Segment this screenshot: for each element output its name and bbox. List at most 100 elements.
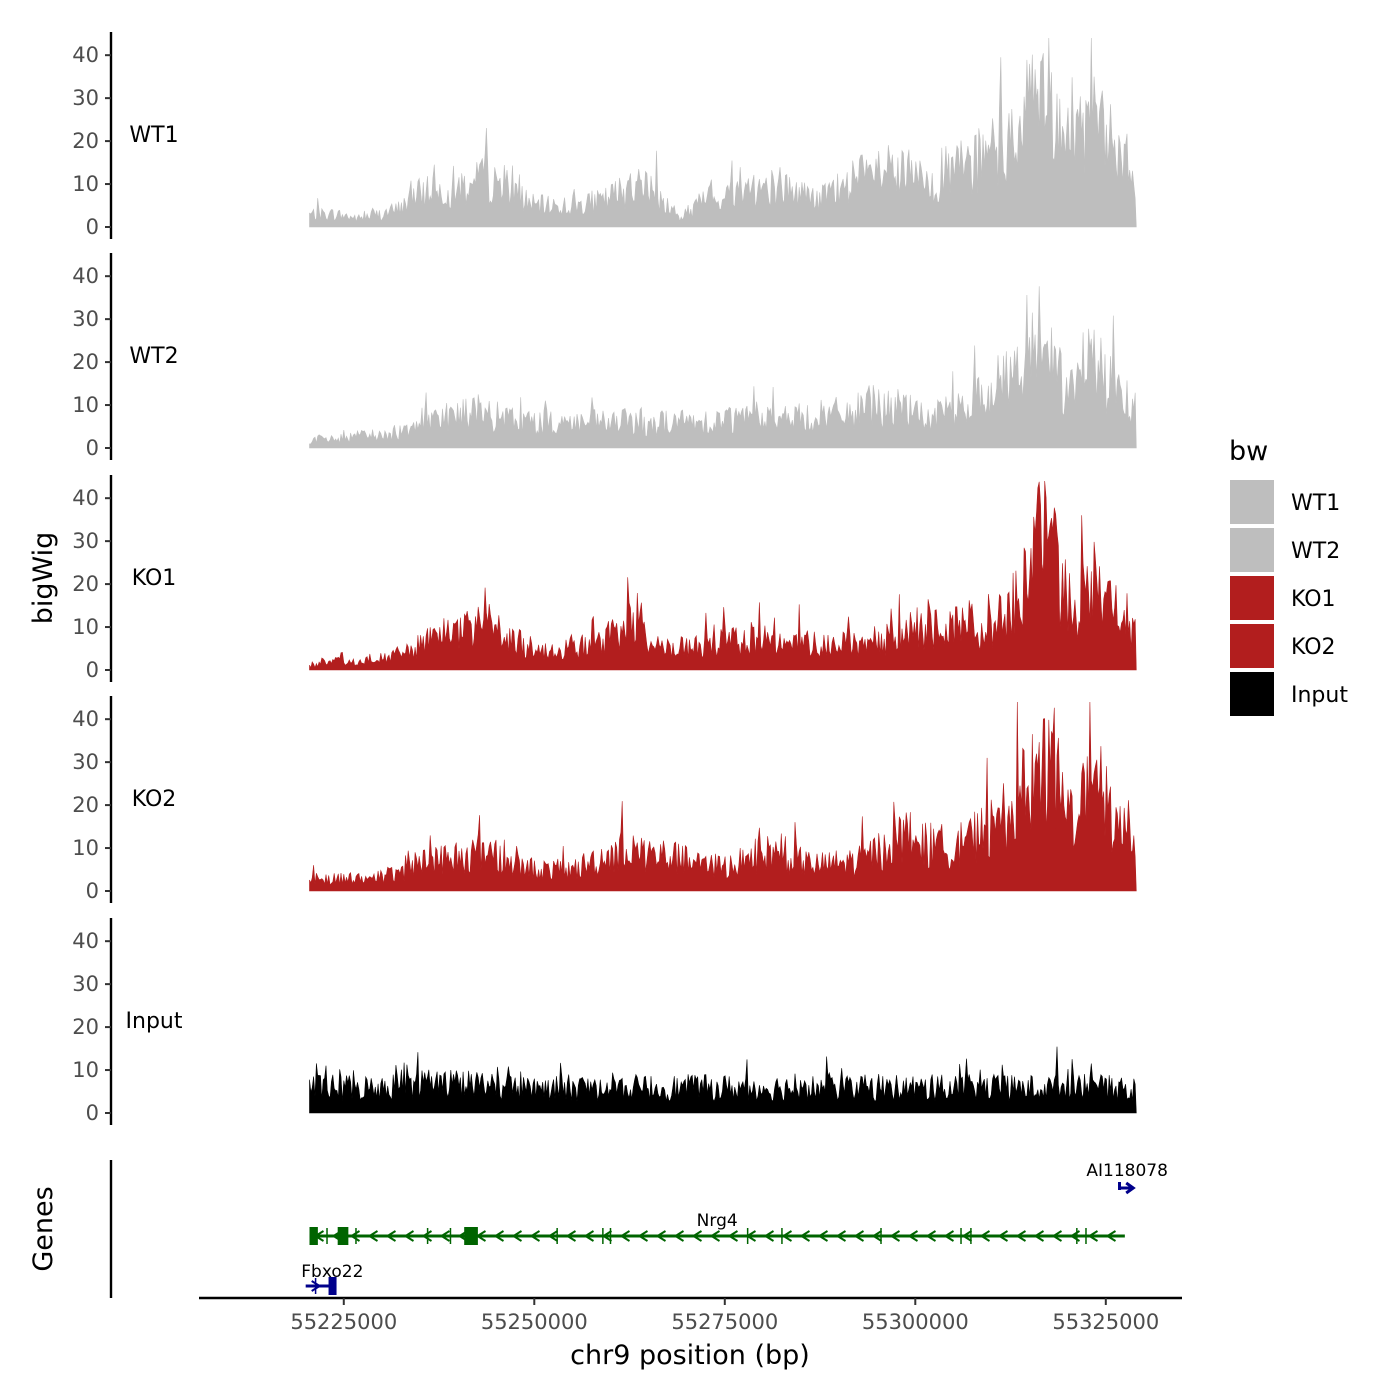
strand-chevron <box>311 1280 322 1292</box>
signal-area-ko2 <box>309 701 1137 892</box>
strand-chevron <box>403 1230 415 1242</box>
gene-fbxo22: Fbxo22 <box>301 1262 363 1295</box>
y-tick-label: 20 <box>72 129 99 153</box>
x-tick-label: 55225000 <box>290 1310 397 1334</box>
signal-area-wt2 <box>309 286 1137 449</box>
legend-label: Input <box>1291 683 1348 708</box>
track-label: KO1 <box>132 566 177 591</box>
x-tick-label: 55275000 <box>671 1310 778 1334</box>
y-tick-label: 40 <box>72 486 99 510</box>
gene-arrow <box>1118 1181 1136 1195</box>
strand-chevron <box>997 1230 1009 1242</box>
exon-block <box>337 1227 349 1245</box>
y-tick-label: 20 <box>72 1015 99 1039</box>
x-tick-label: 55250000 <box>481 1310 588 1334</box>
legend-swatch <box>1230 624 1274 668</box>
strand-chevron <box>619 1230 631 1242</box>
y-tick-label: 30 <box>72 972 99 996</box>
y-tick-label: 40 <box>72 264 99 288</box>
x-tick-label: 55325000 <box>1052 1310 1159 1334</box>
y-tick-label: 30 <box>72 529 99 553</box>
strand-chevron <box>349 1230 361 1242</box>
legend: bw WT1 WT2 KO1 KO2 Input <box>1229 436 1348 716</box>
track-label: WT2 <box>129 344 178 369</box>
x-ticks: 55225000 55250000 55275000 55300000 55325000 <box>290 1298 1159 1334</box>
strand-chevron <box>691 1230 703 1242</box>
strand-chevron <box>943 1230 955 1242</box>
exon-block <box>328 1277 337 1295</box>
bigwig-tracks: 0 10 20 30 40 WT1 0 10 20 30 40 WT2 0 10 20 30 40 KO1 0 10 2… <box>72 32 1137 1125</box>
strand-chevron <box>907 1230 919 1242</box>
y-tick-label: 40 <box>72 707 99 731</box>
strand-chevron <box>1015 1230 1027 1242</box>
legend-swatch <box>1230 576 1274 620</box>
legend-entries: WT1 WT2 KO1 KO2 Input <box>1230 480 1348 716</box>
gene-label: AI118078 <box>1086 1161 1168 1181</box>
y-tick-label: 0 <box>86 658 99 682</box>
legend-title: bw <box>1229 436 1268 467</box>
x-axis-label: chr9 position (bp) <box>570 1340 810 1371</box>
y-tick-label: 40 <box>72 43 99 67</box>
y-tick-label: 0 <box>86 215 99 239</box>
strand-chevron <box>421 1230 433 1242</box>
strand-chevron <box>853 1230 865 1242</box>
genes-axis-label: Genes <box>28 1186 59 1271</box>
strand-chevron <box>385 1230 397 1242</box>
signal-area-ko1 <box>309 480 1137 671</box>
y-tick-label: 10 <box>72 836 99 860</box>
track-input: 0 10 20 30 40 Input <box>72 918 1137 1125</box>
strand-chevron <box>673 1230 685 1242</box>
track-wt2: 0 10 20 30 40 WT2 <box>72 253 1137 460</box>
legend-entry-ko1: KO1 <box>1230 576 1336 620</box>
y-tick-label: 0 <box>86 879 99 903</box>
track-ko1: 0 10 20 30 40 KO1 <box>72 475 1137 682</box>
track-label: KO2 <box>132 787 177 812</box>
legend-label: KO2 <box>1291 635 1336 660</box>
y-tick-label: 10 <box>72 393 99 417</box>
track-wt1: 0 10 20 30 40 WT1 <box>72 32 1137 239</box>
strand-chevron <box>547 1230 559 1242</box>
y-tick-label: 0 <box>86 1101 99 1125</box>
strand-chevron <box>583 1230 595 1242</box>
strand-chevron <box>1087 1230 1099 1242</box>
strand-chevron <box>1033 1230 1045 1242</box>
exon-block <box>464 1227 478 1245</box>
y-tick-label: 10 <box>72 172 99 196</box>
y-tick-label: 20 <box>72 793 99 817</box>
y-tick-label: 20 <box>72 350 99 374</box>
strand-chevron <box>889 1230 901 1242</box>
strand-chevron <box>979 1230 991 1242</box>
legend-swatch <box>1230 672 1274 716</box>
legend-entry-wt1: WT1 <box>1230 480 1340 524</box>
track-label: Input <box>126 1009 183 1034</box>
legend-label: WT1 <box>1291 491 1340 516</box>
strand-chevron <box>835 1230 847 1242</box>
gene-ai118078: AI118078 <box>1086 1161 1168 1195</box>
strand-chevron <box>781 1230 793 1242</box>
gene-models: Nrg4 Fbxo22 AI118078 <box>301 1161 1168 1295</box>
strand-chevron <box>709 1230 721 1242</box>
legend-swatch <box>1230 480 1274 524</box>
exon-block <box>309 1227 318 1245</box>
strand-chevron <box>367 1230 379 1242</box>
x-axis: 55225000 55250000 55275000 55300000 55325000… <box>199 1296 1182 1371</box>
legend-entry-input: Input <box>1230 672 1348 716</box>
legend-label: WT2 <box>1291 539 1340 564</box>
strand-chevron <box>817 1230 829 1242</box>
genes-panel: Genes Nrg4 Fbxo22 AI118078 <box>28 1160 1168 1298</box>
legend-swatch <box>1230 528 1274 572</box>
track-ko2: 0 10 20 30 40 KO2 <box>72 696 1137 903</box>
legend-label: KO1 <box>1291 587 1336 612</box>
y-tick-label: 30 <box>72 86 99 110</box>
gene-nrg4: Nrg4 <box>309 1211 1125 1245</box>
y-tick-label: 10 <box>72 1058 99 1082</box>
y-tick-label: 40 <box>72 929 99 953</box>
y-axis-label: bigWig <box>28 532 59 625</box>
signal-area-wt1 <box>309 37 1137 228</box>
strand-chevron <box>1051 1230 1063 1242</box>
strand-chevron <box>529 1230 541 1242</box>
legend-entry-ko2: KO2 <box>1230 624 1336 668</box>
y-tick-label: 30 <box>72 750 99 774</box>
